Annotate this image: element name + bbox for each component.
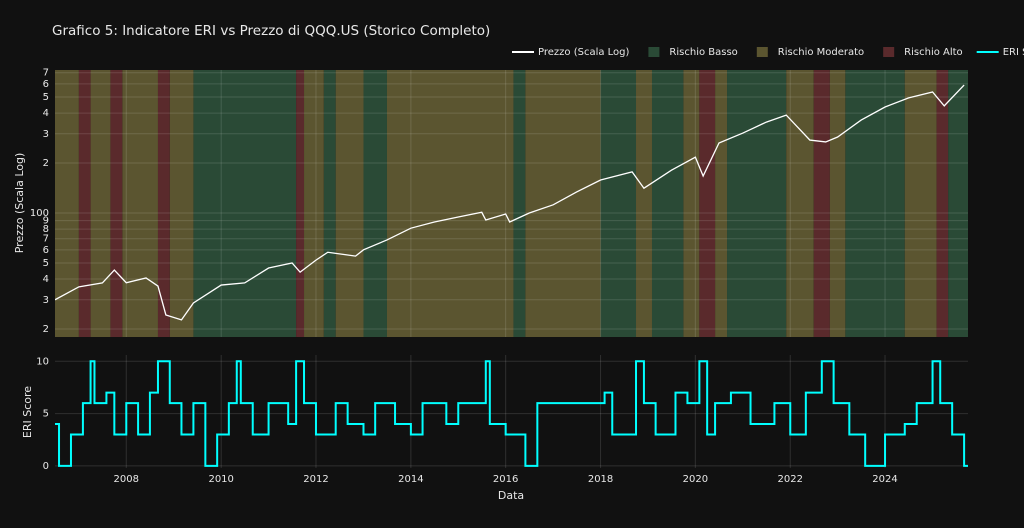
- price-line: [55, 84, 965, 321]
- y-tick-label: 5: [43, 92, 49, 103]
- regime-band: [323, 70, 336, 337]
- y-axis-title: ERI Score: [21, 386, 34, 438]
- regime-band: [296, 70, 305, 337]
- regime-band: [904, 70, 937, 337]
- plot-area: [55, 70, 968, 337]
- y-axis-title: Prezzo (Scala Log): [13, 153, 26, 254]
- y-tick-label: 3: [43, 129, 49, 140]
- x-tick-label: 2018: [588, 474, 613, 485]
- x-tick-label: 2012: [303, 474, 328, 485]
- regime-band: [600, 70, 637, 337]
- regime-band: [122, 70, 158, 337]
- y-tick-label: 5: [43, 409, 49, 420]
- regime-band: [90, 70, 111, 337]
- legend-swatch: [883, 47, 895, 57]
- regime-band: [386, 70, 514, 337]
- y-tick-label: 2: [43, 158, 49, 169]
- regime-band: [304, 70, 324, 337]
- chart-title: Grafico 5: Indicatore ERI vs Prezzo di Q…: [52, 23, 490, 39]
- x-tick-label: 2014: [398, 474, 423, 485]
- x-tick-label: 2010: [208, 474, 233, 485]
- x-tick-label: 2024: [872, 474, 897, 485]
- eri-line: [55, 360, 968, 467]
- regime-band: [157, 70, 170, 337]
- y-tick-label: 0: [43, 461, 49, 472]
- y-tick-label: 7: [43, 234, 49, 245]
- y-tick-label: 4: [43, 274, 49, 285]
- regime-band: [699, 70, 716, 337]
- regime-band: [335, 70, 364, 337]
- y-tick-label: 100: [30, 208, 49, 219]
- legend-label: Rischio Moderato: [778, 47, 864, 58]
- regime-band: [813, 70, 830, 337]
- regime-band: [110, 70, 123, 337]
- y-tick-label: 9: [43, 216, 49, 227]
- legend-label: Rischio Basso: [669, 47, 737, 58]
- y-tick-label: 7: [43, 68, 49, 79]
- regime-band: [683, 70, 700, 337]
- x-tick-label: 2022: [778, 474, 803, 485]
- regime-band: [193, 70, 297, 337]
- x-tick-label: 2020: [683, 474, 708, 485]
- y-tick-label: 6: [43, 245, 49, 256]
- regime-band: [525, 70, 601, 337]
- regime-band: [636, 70, 652, 337]
- regime-band: [513, 70, 526, 337]
- x-tick-label: 2016: [493, 474, 518, 485]
- y-tick-label: 6: [43, 79, 49, 90]
- y-tick-label: 4: [43, 108, 49, 119]
- regime-band: [169, 70, 194, 337]
- regime-band: [786, 70, 814, 337]
- regime-band: [948, 70, 968, 337]
- regime-band: [715, 70, 728, 337]
- regime-band: [829, 70, 846, 337]
- regime-band: [78, 70, 91, 337]
- legend-swatch: [648, 47, 660, 57]
- regime-band: [55, 70, 79, 337]
- y-tick-label: 2: [43, 324, 49, 335]
- y-tick-label: 3: [43, 295, 49, 306]
- regime-band: [845, 70, 905, 337]
- legend-label: Prezzo (Scala Log): [538, 47, 630, 58]
- legend-label: ERI Score: [1003, 47, 1024, 58]
- regime-band: [651, 70, 684, 337]
- y-tick-label: 10: [36, 356, 49, 367]
- regime-band: [363, 70, 387, 337]
- plot-area: [55, 355, 968, 468]
- legend-swatch: [756, 47, 768, 57]
- y-tick-label: 5: [43, 258, 49, 269]
- y-tick-label: 8: [43, 224, 49, 235]
- x-axis-title: Data: [498, 489, 524, 502]
- legend-label: Rischio Alto: [904, 47, 963, 58]
- regime-band: [936, 70, 949, 337]
- regime-band: [727, 70, 787, 337]
- x-tick-label: 2008: [114, 474, 139, 485]
